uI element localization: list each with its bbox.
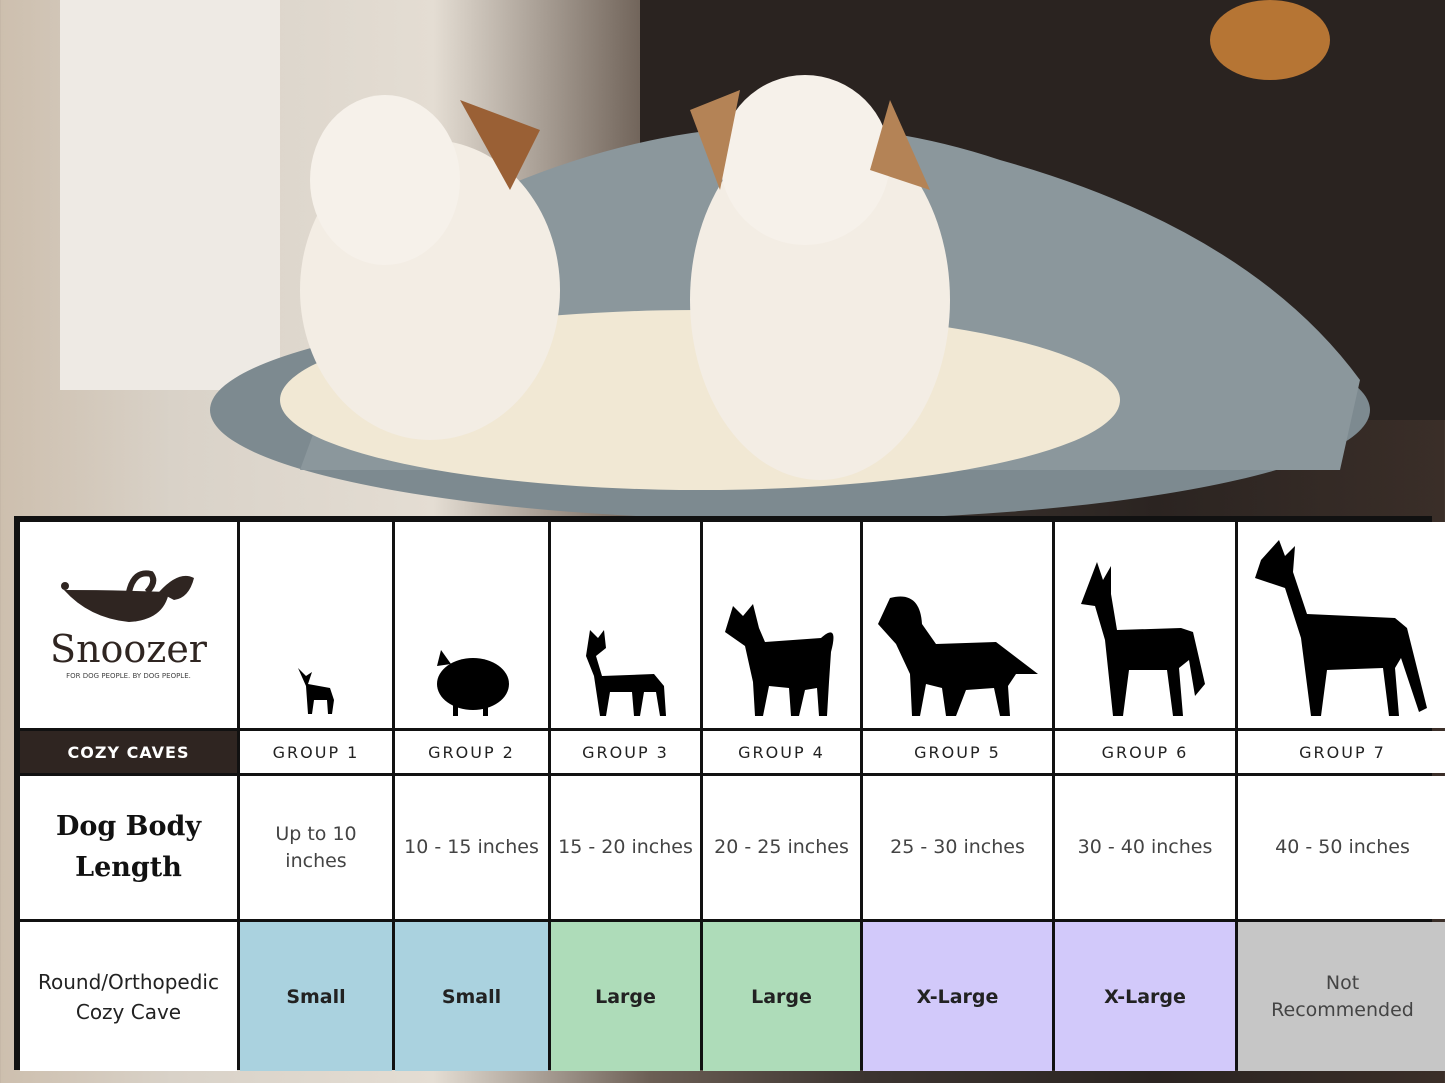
group-header: GROUP 1 (240, 731, 392, 773)
brand-name: Snoozer (50, 627, 207, 671)
doberman-icon (1055, 522, 1235, 728)
size-cell: X-Large (863, 922, 1052, 1071)
size-cell: Small (240, 922, 392, 1071)
group-header: GROUP 2 (395, 731, 548, 773)
snoozer-dog-logo-icon (60, 570, 194, 622)
size-cell: Large (703, 922, 860, 1071)
brand-logo: Snoozer FOR DOG PEOPLE. BY DOG PEOPLE. (20, 522, 237, 728)
length-cell: 10 - 15 inches (395, 776, 548, 919)
shiba-icon (703, 522, 860, 728)
size-cell: Small (395, 922, 548, 1071)
size-cell: Not Recommended (1238, 922, 1445, 1071)
chihuahua-icon (240, 522, 392, 728)
row-label-length: Dog Body Length (20, 776, 237, 919)
group-header: GROUP 7 (1238, 731, 1445, 773)
length-cell: 25 - 30 inches (863, 776, 1052, 919)
group-header: GROUP 3 (551, 731, 700, 773)
golden-retriever-icon (863, 522, 1052, 728)
group-header: GROUP 4 (703, 731, 860, 773)
length-cell: 40 - 50 inches (1238, 776, 1445, 919)
length-cell: 15 - 20 inches (551, 776, 700, 919)
group-header: GROUP 5 (863, 731, 1052, 773)
size-cell: Large (551, 922, 700, 1071)
size-chart: Snoozer FOR DOG PEOPLE. BY DOG PEOPLE. C… (14, 516, 1445, 1071)
product-line-label: COZY CAVES (20, 731, 237, 773)
group-header: GROUP 6 (1055, 731, 1235, 773)
length-cell: Up to 10 inches (240, 776, 392, 919)
boston-terrier-icon (551, 522, 700, 728)
length-cell: 20 - 25 inches (703, 776, 860, 919)
brand-tagline: FOR DOG PEOPLE. BY DOG PEOPLE. (66, 672, 191, 680)
length-cell: 30 - 40 inches (1055, 776, 1235, 919)
great-dane-icon (1238, 522, 1445, 728)
row-label-bed: Round/Orthopedic Cozy Cave (20, 922, 237, 1071)
pomeranian-icon (395, 522, 548, 728)
size-cell: X-Large (1055, 922, 1235, 1071)
